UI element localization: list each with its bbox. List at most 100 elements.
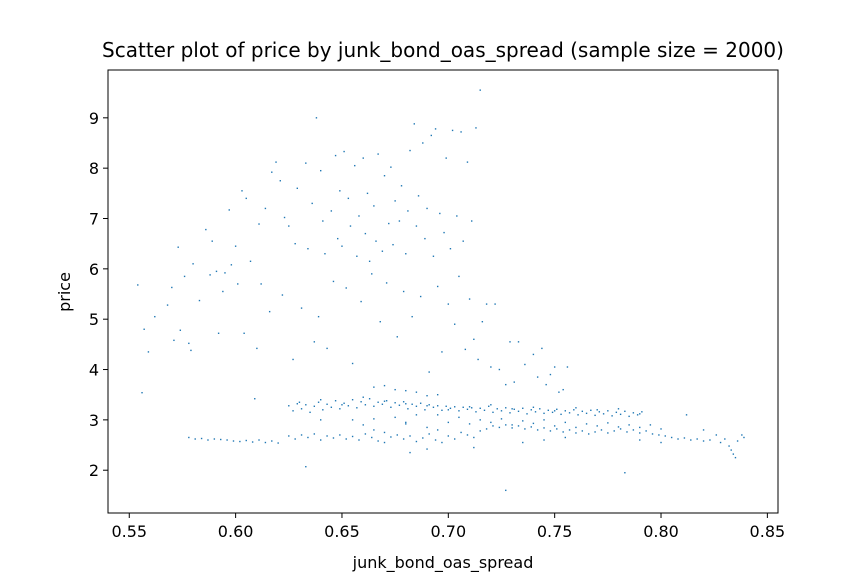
data-point: [271, 440, 273, 442]
data-point: [670, 436, 673, 439]
data-point: [198, 299, 201, 302]
x-tick-label: 0.65: [324, 522, 360, 541]
data-point: [573, 409, 575, 411]
data-point: [660, 441, 662, 444]
data-point: [498, 368, 501, 371]
data-point: [566, 366, 569, 368]
data-point: [441, 409, 443, 411]
data-point: [690, 439, 692, 441]
data-point: [326, 403, 328, 405]
data-point: [651, 433, 654, 435]
data-point: [351, 435, 354, 438]
data-point: [311, 202, 313, 205]
data-point: [562, 431, 564, 433]
data-point: [547, 409, 549, 411]
data-point: [581, 430, 584, 432]
data-point: [409, 149, 411, 152]
data-point: [539, 408, 541, 410]
data-point: [456, 215, 458, 217]
data-point: [549, 373, 552, 376]
data-point: [224, 272, 226, 274]
data-point: [632, 429, 635, 431]
data-point: [292, 358, 294, 361]
data-point: [415, 225, 418, 227]
data-point: [436, 285, 439, 288]
data-point: [373, 205, 375, 207]
data-point: [385, 400, 388, 402]
data-point: [558, 391, 560, 393]
data-point: [415, 391, 418, 393]
data-point: [473, 436, 475, 439]
data-point: [473, 338, 475, 341]
data-point: [585, 412, 588, 415]
data-point: [409, 451, 411, 454]
data-point: [560, 413, 562, 416]
data-point: [313, 405, 316, 407]
chart-title: Scatter plot of price by junk_bond_oas_s…: [102, 38, 784, 62]
data-point: [268, 310, 271, 313]
data-point: [660, 428, 662, 430]
data-point: [632, 412, 635, 414]
data-point: [258, 223, 260, 225]
data-point: [305, 465, 307, 468]
data-point: [349, 225, 352, 227]
data-point: [639, 413, 641, 415]
data-point: [241, 190, 243, 192]
data-point: [226, 439, 228, 441]
data-point: [294, 242, 296, 245]
data-point: [490, 404, 492, 406]
data-point: [317, 315, 320, 318]
data-point: [468, 406, 471, 408]
data-point: [275, 161, 277, 163]
data-point: [462, 240, 464, 242]
data-point: [454, 438, 456, 440]
data-point: [177, 246, 179, 248]
data-point: [194, 438, 196, 440]
data-point: [556, 428, 558, 430]
data-point: [320, 169, 322, 172]
data-point: [617, 426, 620, 428]
data-point: [171, 286, 173, 289]
data-point: [330, 406, 333, 408]
data-point: [368, 260, 371, 262]
data-point: [373, 418, 375, 420]
data-point: [366, 192, 369, 195]
data-point: [458, 416, 460, 419]
data-point: [371, 436, 373, 439]
data-point: [468, 298, 471, 300]
data-point: [383, 400, 386, 402]
data-point: [256, 347, 258, 350]
data-point: [381, 250, 384, 252]
data-point: [509, 341, 511, 343]
data-point: [411, 403, 413, 405]
data-point: [407, 210, 409, 212]
data-point: [430, 134, 432, 137]
data-point: [636, 414, 639, 416]
data-point: [441, 441, 443, 444]
data-point: [607, 432, 609, 434]
data-point: [513, 408, 515, 410]
data-point: [339, 190, 341, 192]
data-point: [415, 405, 418, 407]
data-point: [409, 435, 411, 437]
data-point: [483, 409, 486, 411]
data-point: [594, 414, 596, 417]
data-point: [283, 216, 286, 219]
data-point: [524, 428, 526, 430]
data-point: [251, 441, 254, 443]
data-point: [628, 424, 630, 426]
data-point: [392, 243, 394, 246]
data-point: [154, 315, 156, 318]
data-point: [649, 424, 652, 426]
data-point: [728, 445, 730, 447]
data-point: [337, 237, 339, 240]
data-point: [358, 215, 360, 217]
data-point: [588, 433, 590, 435]
data-point: [345, 287, 347, 289]
data-point: [564, 436, 566, 439]
data-point: [585, 423, 588, 425]
data-point: [296, 403, 298, 405]
data-point: [347, 405, 350, 407]
data-point: [215, 270, 218, 273]
data-point: [432, 255, 435, 257]
